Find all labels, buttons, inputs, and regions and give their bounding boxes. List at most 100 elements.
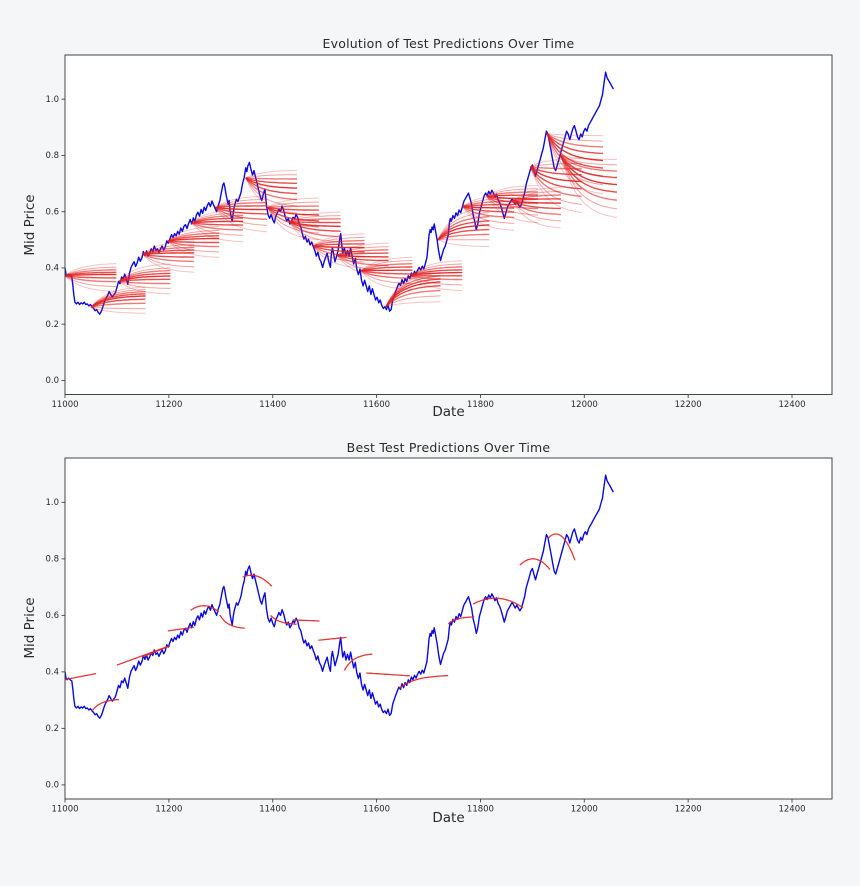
prediction-curve	[191, 222, 244, 243]
prediction-curve	[118, 278, 171, 283]
prediction-curve	[385, 301, 441, 308]
prediction-curve	[437, 215, 490, 241]
prediction-curve	[462, 205, 515, 209]
prediction-curve	[437, 233, 490, 241]
prediction-curve	[65, 275, 117, 288]
prediction-curve	[65, 275, 117, 292]
prediction-curve	[142, 246, 195, 256]
prediction-curve	[167, 240, 220, 248]
mid-price-line	[65, 474, 615, 719]
best-prediction-curve	[65, 672, 97, 681]
prediction-curve	[215, 206, 267, 211]
prediction-curve	[191, 217, 244, 224]
prediction-curve	[65, 263, 117, 277]
prediction-curve	[385, 278, 441, 308]
prediction-curve	[546, 133, 603, 155]
prediction-curve	[437, 224, 490, 241]
axes-background	[65, 458, 832, 799]
prediction-curve	[462, 206, 515, 219]
y-tick-label: 0.8	[45, 555, 59, 565]
prediction-curve	[337, 252, 389, 256]
prediction-curve	[118, 272, 171, 283]
prediction-curve	[289, 220, 341, 224]
prediction-curve	[267, 206, 319, 211]
prediction-curve	[560, 154, 618, 166]
best-prediction-curve	[366, 672, 410, 677]
prediction-curve	[437, 211, 490, 241]
plot-area-evolution: 11000 11200 11400 11600 11800 12000 12200 12400…	[45, 54, 833, 410]
x-tick-label: 11000	[51, 805, 78, 815]
prediction-curve	[167, 240, 220, 244]
best-prediction-curve	[219, 614, 245, 629]
prediction-curve	[512, 190, 561, 202]
prediction-curve	[142, 254, 195, 273]
prediction-curve	[65, 275, 117, 283]
best-prediction-curve	[167, 626, 194, 632]
prediction-curve	[215, 201, 267, 209]
prediction-curve	[546, 133, 604, 162]
prediction-curve	[65, 269, 117, 277]
prediction-curve	[360, 263, 413, 272]
prediction-curve	[90, 295, 146, 308]
prediction-curve	[546, 133, 603, 137]
prediction-curve	[167, 240, 220, 258]
prediction-curve	[118, 263, 171, 282]
x-axis-label-evolution: Date	[432, 404, 465, 420]
x-tick-label: 11800	[467, 805, 494, 815]
prediction-curve	[191, 222, 244, 226]
prediction-curve	[385, 295, 441, 308]
prediction-curve	[245, 177, 298, 180]
prediction-curve	[118, 269, 171, 282]
prediction-curve	[245, 177, 298, 201]
prediction-curve	[267, 201, 319, 208]
y-tick-label: 0.0	[45, 781, 59, 791]
prediction-curve	[437, 228, 490, 241]
prediction-curve	[361, 269, 413, 272]
prediction-curve	[360, 270, 413, 285]
prediction-curve	[65, 275, 117, 279]
best-prediction-curve	[292, 619, 320, 622]
prediction-curve	[245, 177, 298, 195]
prediction-curve	[360, 270, 413, 275]
prediction-curve	[289, 218, 341, 223]
x-tick-label: 11200	[155, 805, 182, 815]
best-prediction-curve	[399, 674, 449, 689]
prediction-curve	[167, 240, 220, 253]
best-prediction-curve	[190, 605, 220, 613]
prediction-curve	[118, 267, 171, 282]
prediction-curve	[289, 220, 341, 228]
prediction-curve	[191, 208, 244, 224]
x-tick-label: 12200	[675, 805, 702, 815]
prediction-curve	[90, 291, 146, 308]
x-axis: 11000 11200 11400 11600 11800 12000 12200 12400	[51, 799, 806, 815]
prediction-curve	[215, 195, 268, 208]
best-prediction-curve	[472, 597, 524, 609]
prediction-curve	[360, 256, 413, 272]
chart-title-best: Best Test Predictions Over Time	[346, 440, 551, 455]
best-prediction-curve	[547, 533, 576, 561]
prediction-curve	[167, 225, 220, 242]
prediction-fans	[65, 132, 618, 314]
prediction-curve	[560, 155, 618, 218]
prediction-curve	[546, 133, 604, 169]
prediction-curve	[462, 205, 515, 213]
prediction-curve	[337, 254, 389, 258]
prediction-curve	[215, 206, 267, 221]
prediction-curve	[336, 254, 389, 262]
best-prediction-curve	[519, 558, 551, 571]
prediction-curve	[410, 275, 463, 286]
prediction-curve	[512, 200, 561, 204]
prediction-curve	[118, 280, 171, 289]
best-prediction-curve	[242, 574, 273, 587]
x-axis-label-best: Date	[432, 810, 465, 826]
x-tick-label: 12000	[571, 805, 598, 815]
prediction-curve	[215, 206, 267, 215]
prediction-curve	[167, 237, 220, 242]
prediction-curve	[486, 195, 539, 210]
x-tick-label: 11600	[363, 805, 390, 815]
prediction-curve	[288, 221, 341, 243]
prediction-curve	[512, 200, 561, 210]
prediction-curve	[486, 188, 539, 197]
prediction-curve	[462, 206, 515, 231]
prediction-curve	[65, 271, 117, 277]
